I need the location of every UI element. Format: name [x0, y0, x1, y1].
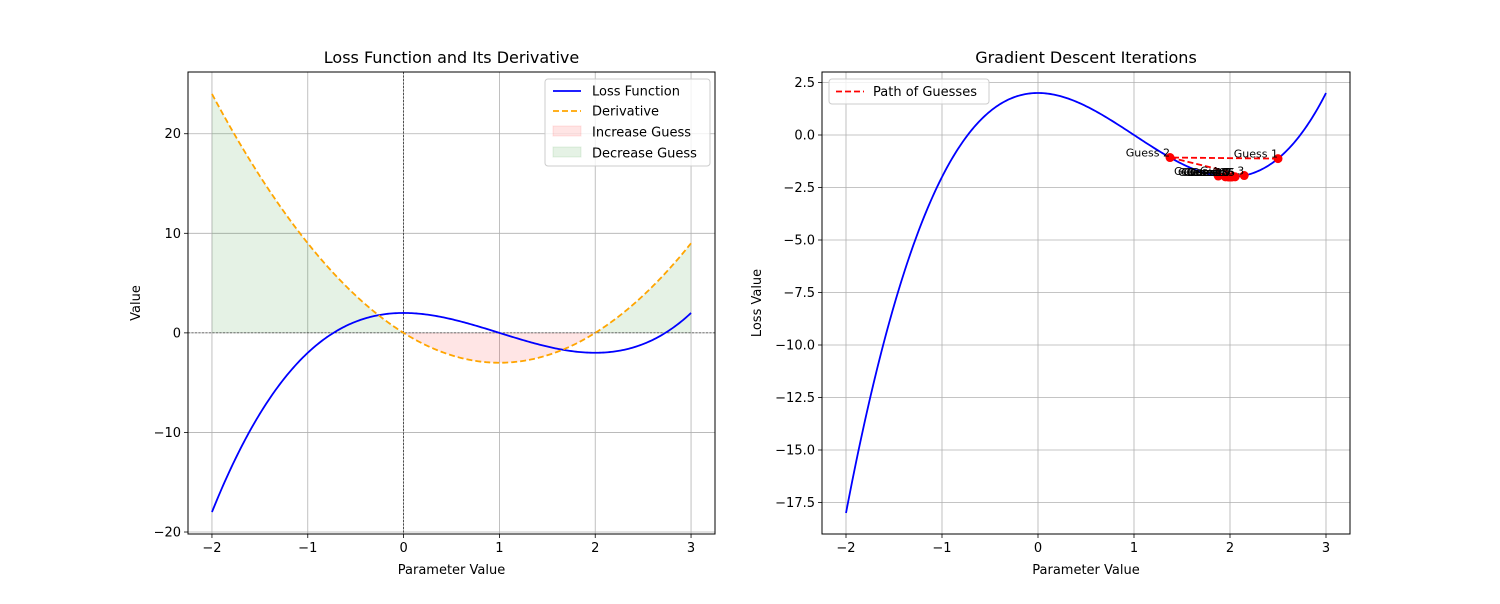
y-axis-label: Value: [129, 285, 144, 321]
reference-lines: [188, 72, 715, 534]
plot-frame: [821, 71, 1351, 535]
loss-derivative-chart: Loss Function and Its Derivative −2 −1 0 1 2…: [129, 48, 716, 578]
decrease-region: [595, 243, 692, 333]
x-tick-label: 2: [1226, 541, 1234, 556]
guess-point: [1273, 154, 1283, 164]
x-axis-ticks: −2 −1 0 1 2 3: [836, 534, 1330, 556]
guess-label: Guess 1: [1234, 148, 1278, 161]
decrease-region: [211, 93, 404, 333]
guess-label: Guess 8: [1184, 166, 1228, 179]
guess-label: Guess 10: [1178, 166, 1229, 179]
guess-label: Guess 6: [1181, 166, 1225, 179]
x-tick-label: 0: [1034, 541, 1042, 556]
chart-title: Gradient Descent Iterations: [975, 48, 1197, 67]
guess-label: Guess 5: [1191, 166, 1235, 179]
y-tick-label: 0.0: [794, 129, 815, 144]
y-tick-label: 10: [164, 227, 181, 242]
legend-label-derivative: Derivative: [592, 105, 659, 120]
loss-function-line: [211, 312, 692, 513]
legend-label-increase: Increase Guess: [592, 126, 691, 141]
guess-label: Guess 3: [1200, 165, 1244, 178]
legend-label-decrease: Decrease Guess: [592, 147, 697, 162]
y-axis-label: Loss Value: [750, 269, 765, 337]
legend-label-loss: Loss Function: [592, 85, 680, 100]
x-tick-label: 1: [495, 541, 503, 556]
y-tick-label: −10: [154, 426, 181, 441]
legend: Loss Function Derivative Increase Guess …: [544, 78, 711, 167]
x-axis-ticks: −2 −1 0 1 2 3: [202, 534, 695, 556]
x-tick-label: 0: [399, 541, 407, 556]
derivative-line: [211, 93, 692, 364]
legend: Path of Guesses: [828, 78, 990, 105]
legend-box: [828, 78, 990, 105]
increase-region: [403, 332, 596, 363]
guess-label: Guess 9: [1187, 166, 1231, 179]
guess-label: Guess 7: [1188, 166, 1232, 179]
y-axis-ticks: 2.5 0.0 −2.5 −5.0 −7.5 −10.0 −12.5 −15.0 −17.5: [775, 76, 822, 511]
legend-box: [544, 78, 711, 167]
x-tick-label: −2: [836, 541, 855, 556]
x-tick-label: 3: [1322, 541, 1330, 556]
y-tick-label: −7.5: [783, 286, 815, 301]
y-tick-label: −15.0: [775, 444, 815, 459]
y-tick-label: −5.0: [783, 234, 815, 249]
guess-points: [1165, 153, 1283, 182]
chart-title: Loss Function and Its Derivative: [324, 48, 579, 67]
guess-point: [1224, 172, 1234, 182]
guess-label: Guess 2: [1126, 147, 1170, 160]
y-tick-label: −10.0: [775, 339, 815, 354]
x-tick-label: −1: [298, 541, 317, 556]
y-tick-label: 20: [164, 127, 181, 142]
legend-swatch-increase: [552, 125, 582, 137]
shaded-regions: [211, 93, 692, 363]
y-axis-ticks: −20 −10 0 10 20: [154, 127, 188, 541]
y-tick-label: 0: [173, 326, 181, 341]
x-tick-label: 3: [687, 541, 695, 556]
x-axis-label: Parameter Value: [1032, 563, 1139, 578]
x-axis-label: Parameter Value: [398, 563, 505, 578]
y-tick-label: −2.5: [783, 181, 815, 196]
legend-swatch-decrease: [552, 146, 582, 158]
plot-frame: [187, 71, 716, 535]
guess-point: [1165, 153, 1175, 163]
x-tick-label: 2: [591, 541, 599, 556]
y-tick-label: −12.5: [775, 391, 815, 406]
gradient-descent-chart: Gradient Descent Iterations Guess 1Guess…: [750, 48, 1351, 578]
guess-point: [1213, 171, 1223, 181]
y-tick-label: 2.5: [794, 76, 815, 91]
x-tick-label: −2: [202, 541, 221, 556]
x-tick-label: 1: [1130, 541, 1138, 556]
guess-point: [1239, 171, 1249, 181]
y-tick-label: −17.5: [775, 496, 815, 511]
guess-label: Guess 4: [1174, 165, 1218, 178]
y-tick-label: −20: [154, 526, 181, 541]
x-tick-label: −1: [932, 541, 951, 556]
legend-label-path: Path of Guesses: [873, 85, 977, 100]
